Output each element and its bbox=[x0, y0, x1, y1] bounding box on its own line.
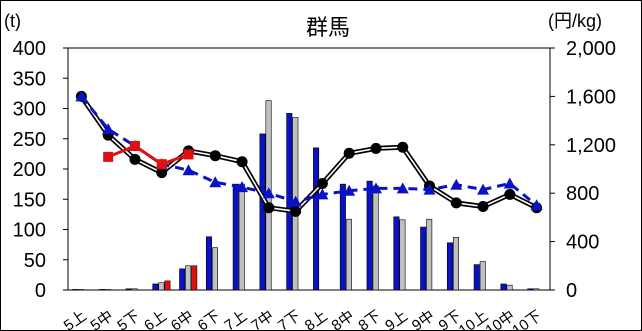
bar bbox=[372, 185, 379, 291]
bar bbox=[238, 183, 245, 291]
bar bbox=[131, 288, 138, 291]
bar bbox=[506, 284, 513, 291]
y-left-tick-label: 400 bbox=[13, 38, 46, 60]
y-right-tick-label: 400 bbox=[566, 232, 599, 254]
line-point bbox=[209, 150, 221, 162]
bar bbox=[420, 226, 427, 291]
line-point bbox=[396, 182, 409, 194]
y-left-tick-label: 100 bbox=[13, 220, 46, 242]
bar bbox=[345, 218, 352, 291]
y-left-tick-label: 50 bbox=[24, 250, 46, 272]
bar bbox=[259, 133, 266, 291]
line-point bbox=[450, 178, 463, 190]
y-left-tick-label: 150 bbox=[13, 189, 46, 211]
bar bbox=[366, 180, 373, 291]
y-left-tick-label: 250 bbox=[13, 129, 46, 151]
line-point bbox=[103, 151, 114, 162]
line-point bbox=[369, 182, 382, 194]
line-point bbox=[289, 195, 302, 207]
line-series bbox=[75, 90, 543, 217]
bar bbox=[399, 219, 406, 291]
line-point bbox=[423, 183, 436, 195]
line-point bbox=[129, 141, 140, 152]
bar bbox=[125, 288, 132, 291]
y-right-tick-label: 1,200 bbox=[566, 135, 616, 157]
bar bbox=[533, 288, 540, 291]
line-point bbox=[183, 149, 194, 160]
line-point bbox=[504, 188, 516, 200]
bar bbox=[500, 283, 507, 291]
y-left-unit: (t) bbox=[4, 11, 21, 31]
bar bbox=[179, 268, 186, 291]
y-left-tick-label: 200 bbox=[13, 159, 46, 181]
line-point bbox=[236, 181, 249, 193]
bar bbox=[164, 280, 171, 291]
bar bbox=[152, 283, 159, 291]
y-right-tick-label: 0 bbox=[566, 280, 577, 302]
line-point bbox=[316, 188, 329, 200]
line-point bbox=[290, 205, 302, 217]
line-point bbox=[209, 176, 222, 188]
bar bbox=[452, 237, 459, 291]
bar bbox=[98, 289, 105, 291]
bar bbox=[158, 282, 165, 291]
y-right-tick-label: 800 bbox=[566, 183, 599, 205]
line-point bbox=[343, 147, 355, 159]
bar bbox=[313, 147, 320, 291]
line-point bbox=[370, 142, 382, 154]
y-left-tick-label: 0 bbox=[35, 280, 46, 302]
y-left-tick-label: 300 bbox=[13, 99, 46, 121]
line-point bbox=[477, 183, 490, 195]
line-point bbox=[156, 159, 167, 170]
bar bbox=[205, 236, 212, 291]
bar bbox=[104, 289, 111, 291]
line-point bbox=[182, 164, 195, 176]
line-point bbox=[450, 197, 462, 209]
line-point bbox=[530, 199, 543, 211]
line-point bbox=[75, 90, 88, 102]
bar bbox=[72, 289, 79, 291]
line-point bbox=[477, 201, 489, 213]
line-point bbox=[129, 153, 141, 165]
bar bbox=[232, 183, 239, 291]
y-right-tick-label: 1,600 bbox=[566, 86, 616, 108]
line-point bbox=[397, 141, 409, 153]
y-right-ticks: 0 400 800 1,200 1,600 2,000 bbox=[550, 38, 616, 302]
bar bbox=[191, 265, 198, 291]
y-right-tick-label: 2,000 bbox=[566, 38, 616, 60]
bar bbox=[527, 288, 534, 291]
bar bbox=[393, 216, 400, 291]
bar bbox=[339, 183, 346, 291]
y-right-unit: (円/kg) bbox=[548, 11, 602, 31]
line-point bbox=[236, 156, 248, 168]
bar bbox=[426, 218, 433, 291]
line-point bbox=[102, 123, 115, 135]
line-series bbox=[107, 144, 190, 166]
line-series bbox=[80, 95, 538, 207]
line-point bbox=[316, 178, 328, 190]
line-point bbox=[262, 187, 275, 199]
bar bbox=[211, 247, 218, 291]
line-point bbox=[343, 184, 356, 196]
bar bbox=[473, 264, 480, 291]
bar bbox=[78, 289, 85, 291]
bar bbox=[479, 261, 486, 291]
line-point bbox=[263, 202, 275, 214]
chart-title: 群馬 bbox=[306, 15, 350, 40]
line-point bbox=[503, 177, 516, 189]
bar bbox=[446, 242, 453, 291]
y-left-tick-label: 350 bbox=[13, 68, 46, 90]
y-left-ticks: 0 50 100 150 200 250 300 350 400 bbox=[13, 38, 68, 302]
line-point bbox=[156, 167, 168, 179]
bar bbox=[185, 265, 192, 291]
